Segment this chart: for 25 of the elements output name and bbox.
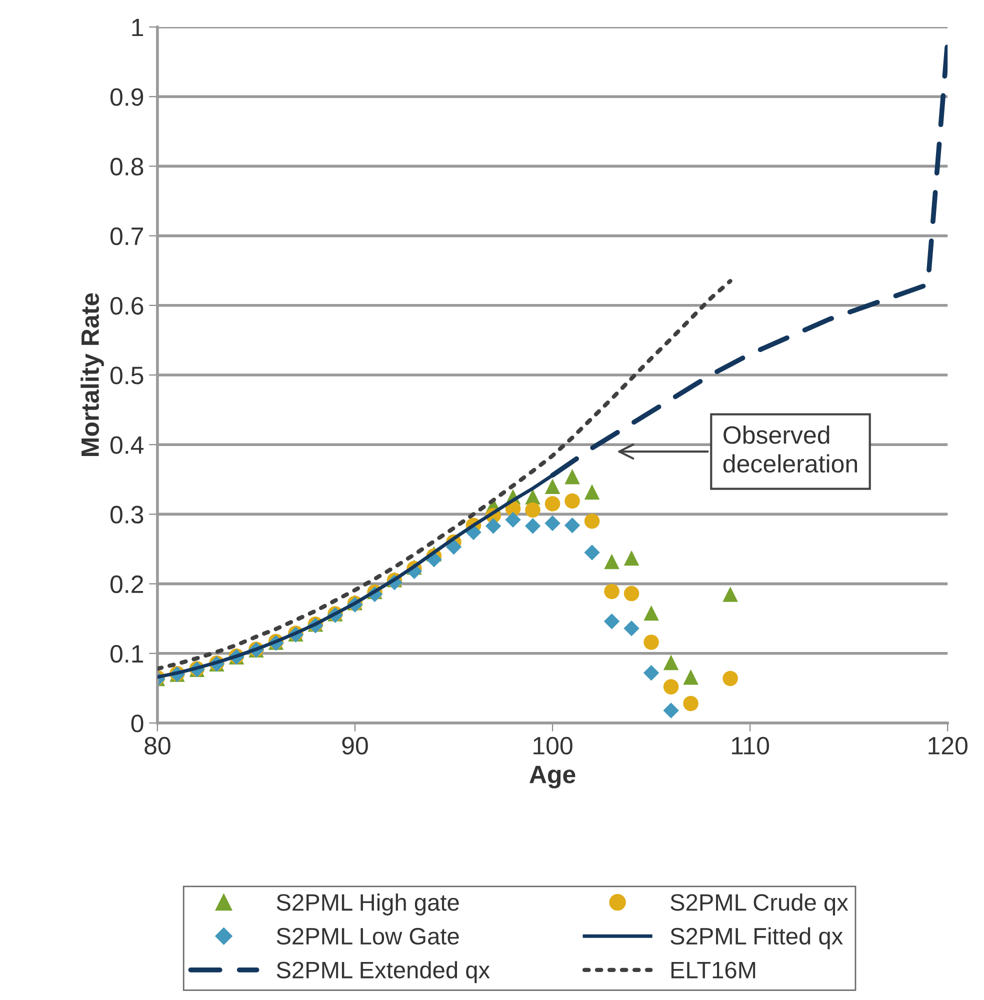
y-tick-label: 0.8 — [110, 158, 144, 176]
y-tick-label: 0.9 — [110, 88, 144, 106]
y-tick-label: 0.1 — [110, 645, 144, 663]
x-tick-label: 90 — [342, 736, 368, 755]
y-tick-label: 0 — [131, 714, 144, 732]
y-tick-label: 0.5 — [110, 366, 144, 384]
y-axis-title: Mortality Rate — [80, 293, 104, 456]
y-tick-label: 0.7 — [110, 227, 143, 246]
x-axis-title: Age — [530, 766, 576, 788]
x-tick-label: 120 — [928, 736, 968, 755]
legend-label: S2PML Low Gate — [276, 928, 459, 945]
y-tick-label: 1 — [132, 18, 144, 36]
legend-label: S2PML High gate — [276, 893, 459, 916]
x-tick-label: 110 — [732, 736, 770, 755]
annotation: Observed deceleration — [723, 426, 857, 473]
y-tick-label: 0.6 — [110, 297, 144, 315]
legend-label: S2PML Fitted qx — [670, 927, 843, 950]
y-tick-label: 0.4 — [110, 436, 144, 454]
x-tick-label: 80 — [144, 736, 170, 755]
y-tick-label: 0.2 — [110, 575, 143, 594]
x-tick-label: 100 — [534, 736, 572, 755]
legend-label: S2PML Crude qx — [670, 893, 848, 916]
legend-label: ELT16M — [671, 962, 756, 978]
legend-label: S2PML Extended qx — [276, 961, 490, 984]
y-tick-label: 0.3 — [110, 506, 144, 524]
